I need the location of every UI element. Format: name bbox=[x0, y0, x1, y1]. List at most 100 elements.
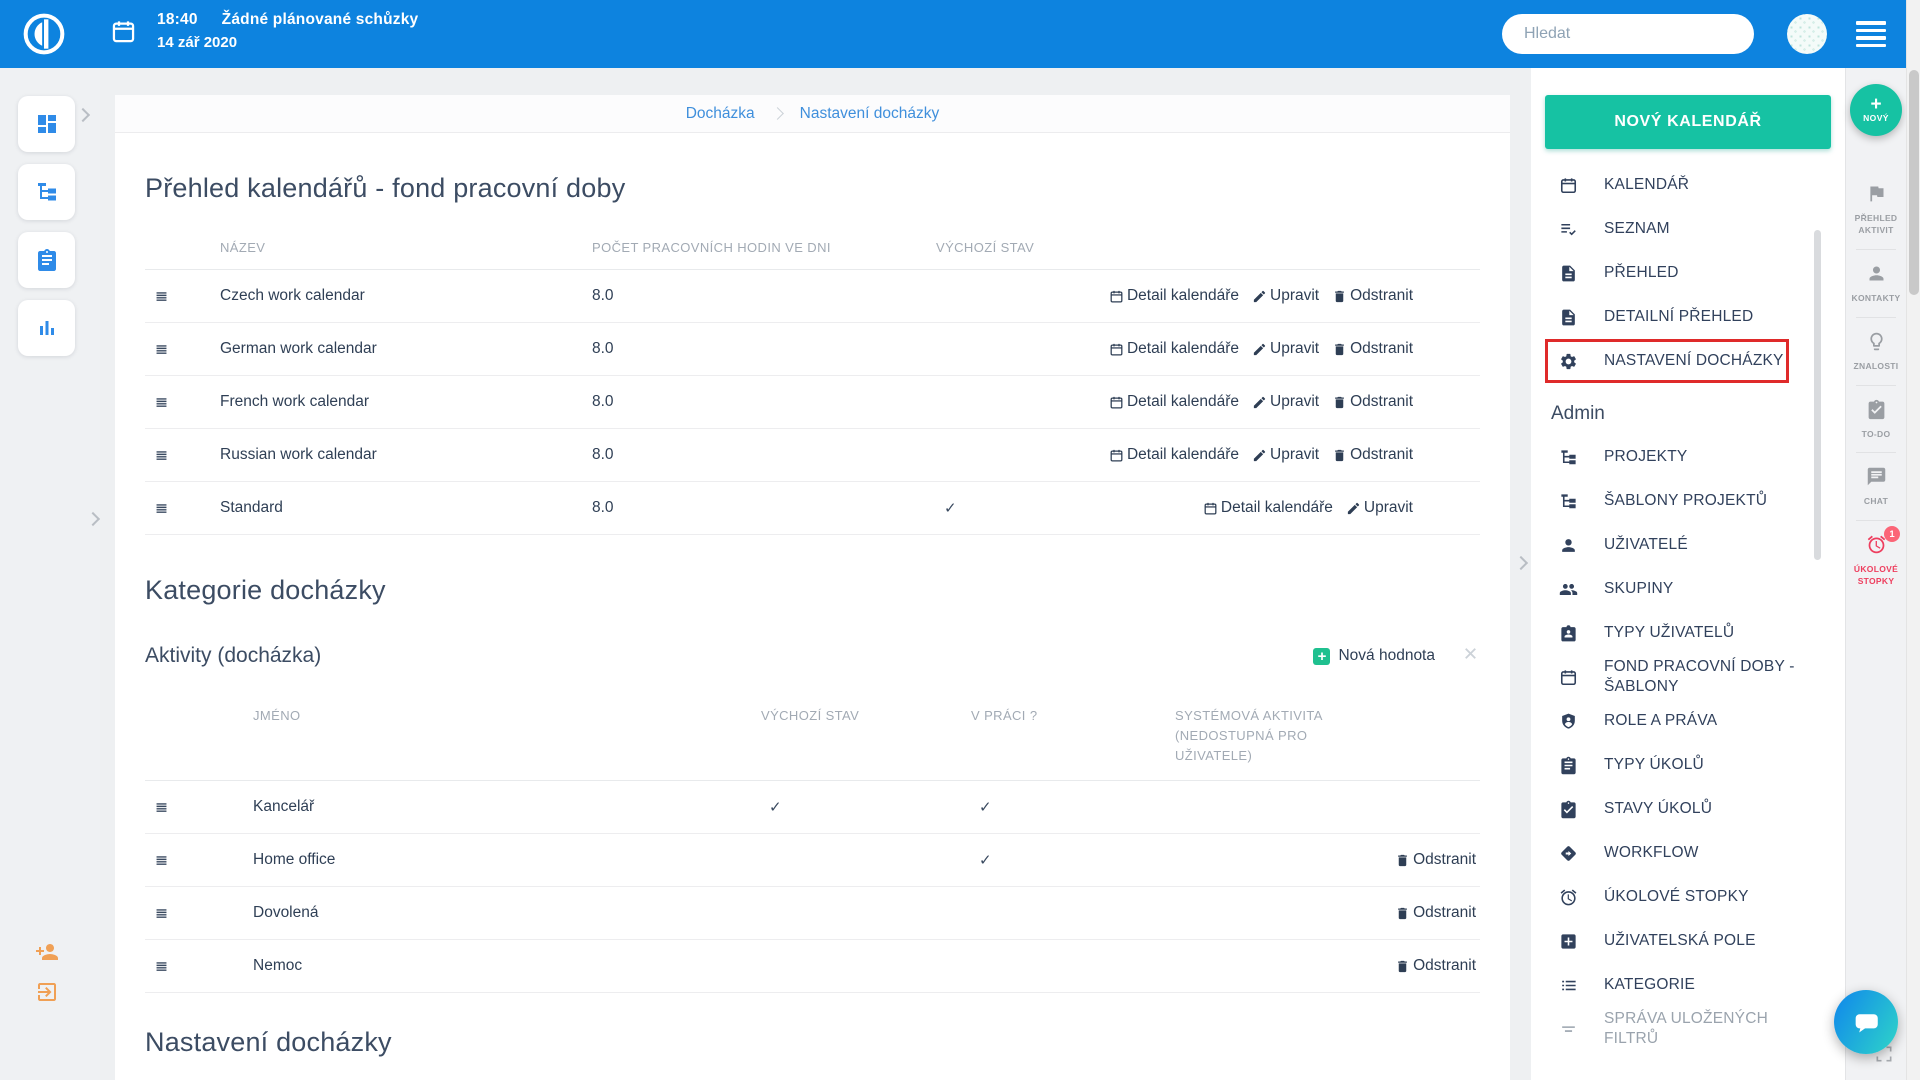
sidebar-item-typy-uzivatelu[interactable]: TYPY UŽIVATELŮ bbox=[1531, 611, 1845, 655]
table-row: German work calendar 8.0 Detail kalendář… bbox=[145, 323, 1480, 376]
rail-item-znalosti[interactable]: ZNALOSTI bbox=[1846, 320, 1906, 383]
meetings-summary[interactable]: 18:40 Žádné plánované schůzky 14 zář 2020 bbox=[110, 11, 418, 51]
projects-button[interactable] bbox=[18, 164, 75, 220]
reports-button[interactable] bbox=[18, 300, 75, 356]
delete-link[interactable]: Odstranit bbox=[1332, 446, 1413, 464]
categories-title: Kategorie docházky bbox=[145, 575, 386, 605]
search-input[interactable] bbox=[1502, 14, 1754, 54]
calendar-name: Standard bbox=[220, 499, 283, 516]
sidebar-item-seznam[interactable]: SEZNAM bbox=[1531, 207, 1845, 251]
invite-user-button[interactable] bbox=[35, 940, 59, 969]
sidebar-item-fond-pracovni-doby[interactable]: FOND PRACOVNÍ DOBY - ŠABLONY bbox=[1531, 655, 1845, 699]
logout-button[interactable] bbox=[35, 980, 59, 1009]
document-icon bbox=[1559, 264, 1578, 283]
alarm-icon bbox=[1559, 888, 1578, 907]
delete-link[interactable]: Odstranit bbox=[1395, 851, 1476, 869]
table-row: Kancelář ✓ ✓ bbox=[145, 781, 1480, 834]
drag-handle-icon[interactable] bbox=[145, 447, 220, 464]
sidebar-item-kalendar[interactable]: KALENDÁŘ bbox=[1531, 163, 1845, 207]
calendar-icon bbox=[1559, 176, 1578, 195]
new-calendar-button[interactable]: NOVÝ KALENDÁŘ bbox=[1545, 95, 1831, 149]
edit-link[interactable]: Upravit bbox=[1346, 499, 1413, 517]
pencil-icon bbox=[1252, 395, 1267, 410]
delete-link[interactable]: Odstranit bbox=[1332, 393, 1413, 411]
sidebar-item-nastaveni-dochazky[interactable]: NASTAVENÍ DOCHÁZKY bbox=[1531, 339, 1845, 383]
drag-handle-icon[interactable] bbox=[145, 288, 220, 305]
person-icon bbox=[1559, 536, 1578, 555]
drag-handle-icon[interactable] bbox=[145, 905, 253, 922]
sidebar-item-detailni-prehled[interactable]: DETAILNÍ PŘEHLED bbox=[1531, 295, 1845, 339]
drag-handle-icon[interactable] bbox=[145, 852, 253, 869]
sidebar-item-workflow[interactable]: WORKFLOW bbox=[1531, 831, 1845, 875]
breadcrumb: Docházka Nastavení docházky bbox=[115, 95, 1510, 133]
new-item-button[interactable]: + NOVÝ bbox=[1850, 84, 1902, 136]
delete-link[interactable]: Odstranit bbox=[1332, 340, 1413, 358]
detail-calendar-link[interactable]: Detail kalendáře bbox=[1109, 393, 1239, 411]
new-value-button[interactable]: + Nová hodnota bbox=[1313, 647, 1435, 665]
dashboard-button[interactable] bbox=[18, 96, 75, 152]
detail-calendar-link[interactable]: Detail kalendáře bbox=[1109, 446, 1239, 464]
sidebar-item-kategorie[interactable]: KATEGORIE bbox=[1531, 963, 1845, 1007]
drag-handle-icon[interactable] bbox=[145, 958, 253, 975]
sidebar-item-typy-ukolu[interactable]: TYPY ÚKOLŮ bbox=[1531, 743, 1845, 787]
edit-link[interactable]: Upravit bbox=[1252, 340, 1319, 358]
rail-item-todo[interactable]: TO-DO bbox=[1846, 388, 1906, 451]
menu-icon[interactable] bbox=[1856, 21, 1886, 51]
chat-fab-button[interactable] bbox=[1834, 990, 1898, 1054]
calendar-name: German work calendar bbox=[220, 340, 377, 357]
expand-dashboard-chevron-icon[interactable] bbox=[75, 107, 91, 123]
activity-name: Dovolená bbox=[253, 904, 319, 921]
rail-item-chat[interactable]: CHAT bbox=[1846, 455, 1906, 518]
sidebar-item-projekty[interactable]: PROJEKTY bbox=[1531, 435, 1845, 479]
sidebar-item-uzivatele[interactable]: UŽIVATELÉ bbox=[1531, 523, 1845, 567]
sidebar-item-prehled[interactable]: PŘEHLED bbox=[1531, 251, 1845, 295]
trash-icon bbox=[1395, 906, 1410, 921]
sidebar-item-sablony-projektu[interactable]: ŠABLONY PROJEKTŮ bbox=[1531, 479, 1845, 523]
plus-icon: + bbox=[1870, 94, 1882, 115]
drag-handle-icon[interactable] bbox=[145, 799, 253, 816]
page-scrollbar-thumb[interactable] bbox=[1909, 70, 1919, 295]
topbar: 18:40 Žádné plánované schůzky 14 zář 2020 bbox=[0, 0, 1920, 68]
app-logo-icon[interactable] bbox=[22, 12, 66, 56]
breadcrumb-parent-link[interactable]: Docházka bbox=[685, 104, 755, 122]
sidebar-item-role-a-prava[interactable]: ROLE A PRÁVA bbox=[1531, 699, 1845, 743]
detail-calendar-link[interactable]: Detail kalendáře bbox=[1109, 340, 1239, 358]
tasks-button[interactable] bbox=[18, 232, 75, 288]
sidebar-item-ukolove-stopky[interactable]: ÚKOLOVÉ STOPKY bbox=[1531, 875, 1845, 919]
avatar[interactable] bbox=[1787, 14, 1827, 54]
trash-icon bbox=[1395, 853, 1410, 868]
lightbulb-icon bbox=[1866, 331, 1887, 352]
edit-link[interactable]: Upravit bbox=[1252, 287, 1319, 305]
page-scrollbar bbox=[1906, 0, 1920, 1080]
sidebar-item-skupiny[interactable]: SKUPINY bbox=[1531, 567, 1845, 611]
sidebar-item-stavy-ukolu[interactable]: STAVY ÚKOLŮ bbox=[1531, 787, 1845, 831]
delete-link[interactable]: Odstranit bbox=[1395, 957, 1476, 975]
detail-calendar-link[interactable]: Detail kalendáře bbox=[1203, 499, 1333, 517]
edit-link[interactable]: Upravit bbox=[1252, 393, 1319, 411]
rail-item-ukolove-stopky[interactable]: 1 ÚKOLOVÉ STOPKY bbox=[1846, 523, 1906, 598]
sidebar-item-uzivatelska-pole[interactable]: UŽIVATELSKÁ POLE bbox=[1531, 919, 1845, 963]
delete-link[interactable]: Odstranit bbox=[1332, 287, 1413, 305]
breadcrumb-separator-icon bbox=[770, 107, 784, 120]
sidebar-scrollbar-thumb[interactable] bbox=[1814, 230, 1821, 560]
divider bbox=[1856, 316, 1896, 318]
meetings-status: Žádné plánované schůzky bbox=[221, 11, 419, 28]
activity-name: Kancelář bbox=[253, 798, 315, 815]
close-icon[interactable] bbox=[1461, 644, 1480, 668]
default-check: ✓ bbox=[944, 500, 957, 517]
drag-handle-icon[interactable] bbox=[145, 500, 220, 517]
collapse-sidebar-chevron-icon[interactable] bbox=[1513, 555, 1529, 571]
drag-handle-icon[interactable] bbox=[145, 341, 220, 358]
settings-title: Nastavení docházky bbox=[145, 1027, 392, 1057]
clipboard-check-icon bbox=[1559, 800, 1578, 819]
col-system: SYSTÉMOVÁ AKTIVITA (NEDOSTUPNÁ PRO UŽIVA… bbox=[1175, 708, 1323, 763]
sidebar-item-sprava-ulozenych-filtru[interactable]: SPRÁVA ULOŽENÝCH FILTRŮ bbox=[1531, 1007, 1845, 1051]
activities-table-header: JMÉNO VÝCHOZÍ STAV V PRÁCI ? SYSTÉMOVÁ A… bbox=[145, 694, 1480, 781]
edit-link[interactable]: Upravit bbox=[1252, 446, 1319, 464]
delete-link[interactable]: Odstranit bbox=[1395, 904, 1476, 922]
detail-calendar-link[interactable]: Detail kalendáře bbox=[1109, 287, 1239, 305]
drag-handle-icon[interactable] bbox=[145, 394, 220, 411]
calendar-hours: 8.0 bbox=[592, 393, 614, 410]
rail-item-kontakty[interactable]: KONTAKTY bbox=[1846, 252, 1906, 315]
rail-item-prehled-aktivit[interactable]: PŘEHLED AKTIVIT bbox=[1846, 172, 1906, 247]
